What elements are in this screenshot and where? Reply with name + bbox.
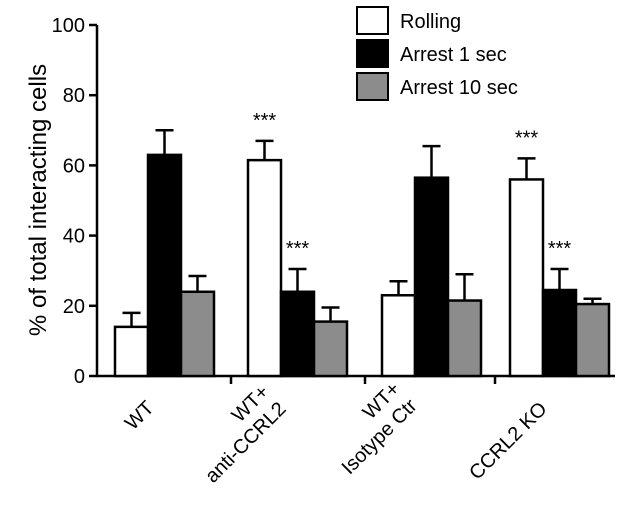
y-tick-label: 60 xyxy=(63,155,85,177)
category-label: WT+Isotype Ctr xyxy=(338,378,422,479)
y-tick-label: 20 xyxy=(63,296,85,318)
legend-label: Rolling xyxy=(400,11,461,33)
bar xyxy=(508,178,545,378)
bar xyxy=(312,320,349,378)
legend: Rolling Arrest 1 sec Arrest 10 sec xyxy=(356,6,518,101)
bar xyxy=(179,290,216,378)
legend-swatch xyxy=(356,6,389,35)
significance-marker: *** xyxy=(515,127,539,149)
bar xyxy=(541,288,578,378)
y-tick-label: 80 xyxy=(63,85,85,107)
bar xyxy=(446,299,483,378)
significance-marker: *** xyxy=(286,238,310,260)
y-tick-label: 0 xyxy=(74,366,85,388)
legend-label: Arrest 10 sec xyxy=(400,77,518,99)
bar xyxy=(380,294,417,378)
category-label: WT+anti-CCRL2 xyxy=(201,381,290,487)
category-label-line: CCRL2 KO xyxy=(465,398,551,484)
category-label: WT xyxy=(121,397,159,435)
legend-label: Arrest 1 sec xyxy=(400,44,507,66)
y-tick-label: 40 xyxy=(63,226,85,248)
y-axis-title: % of total interacting cells xyxy=(25,64,52,336)
legend-swatch xyxy=(356,39,389,68)
bar xyxy=(113,325,150,378)
bar xyxy=(413,176,450,378)
significance-marker: *** xyxy=(253,110,277,132)
legend-swatch xyxy=(356,72,389,101)
bar xyxy=(246,158,283,378)
bar xyxy=(146,153,183,378)
y-tick-label: 100 xyxy=(52,15,85,37)
category-label-line: WT xyxy=(121,397,159,435)
bar xyxy=(574,302,611,378)
bars: *** *** *** *** xyxy=(113,110,611,378)
bar xyxy=(279,290,316,378)
category-label: CCRL2 KO xyxy=(465,398,551,484)
significance-marker: *** xyxy=(548,238,572,260)
